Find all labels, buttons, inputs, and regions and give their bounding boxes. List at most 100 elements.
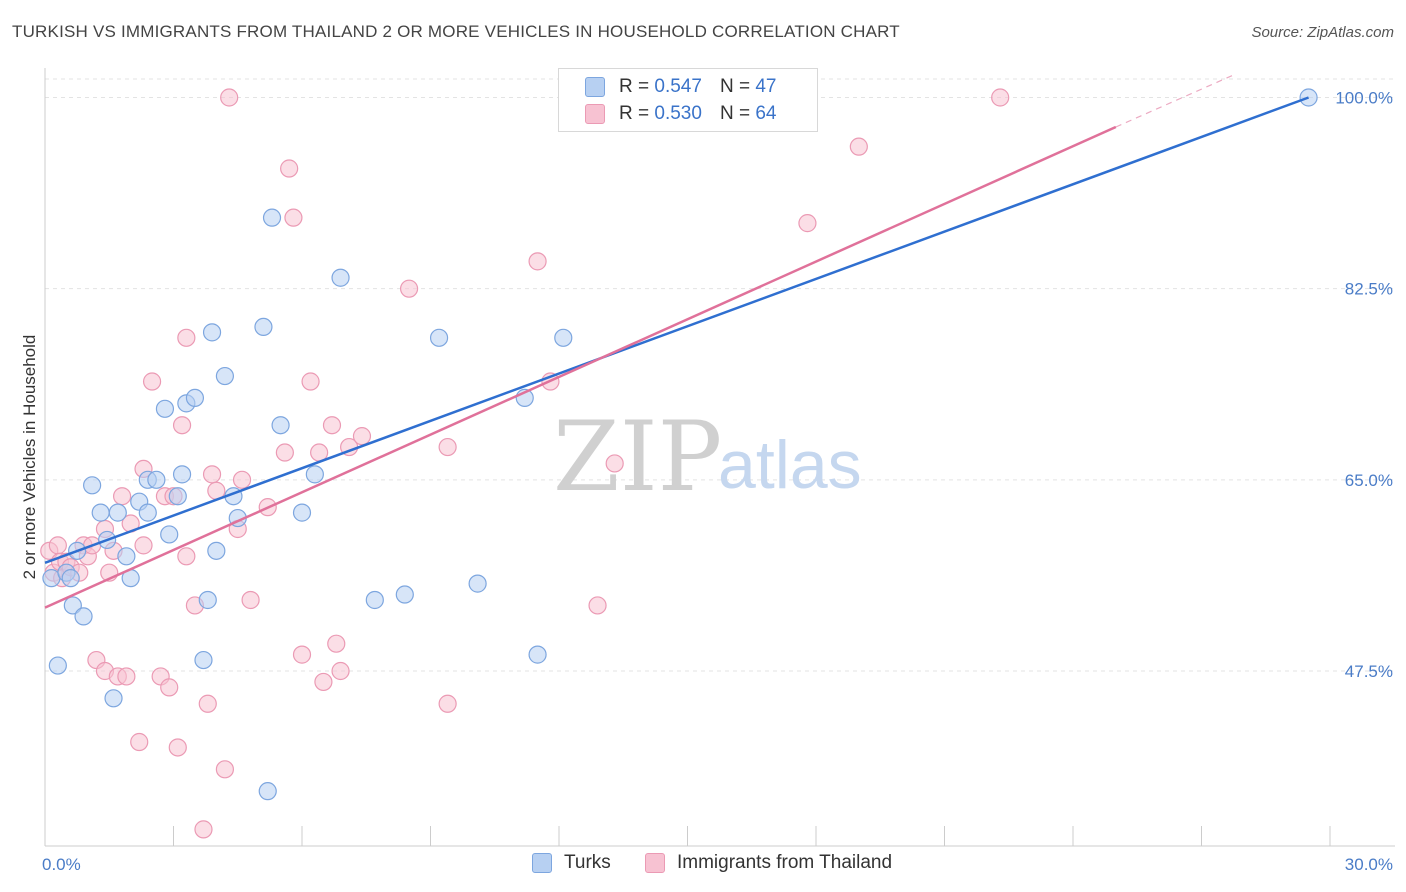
legend-n-label: N = bbox=[719, 103, 751, 124]
turks-point[interactable] bbox=[74, 607, 93, 626]
y-tick-labels: 47.5% 65.0% 82.5% 100.0% bbox=[1335, 89, 1393, 682]
x-tick-labels: 0.0% 30.0% bbox=[42, 855, 1393, 874]
thailand-point[interactable] bbox=[177, 547, 196, 566]
thailand-point[interactable] bbox=[322, 416, 342, 435]
legend-r-label: R = bbox=[619, 76, 650, 97]
thailand-point[interactable] bbox=[991, 88, 1010, 107]
turks-point[interactable] bbox=[395, 585, 414, 604]
turks-point[interactable] bbox=[147, 470, 166, 489]
thailand-point[interactable] bbox=[327, 634, 346, 653]
thailand-point[interactable] bbox=[275, 443, 294, 462]
turks-point[interactable] bbox=[61, 569, 80, 588]
turks-point[interactable] bbox=[554, 328, 573, 347]
legend-n-label: N = bbox=[719, 76, 751, 97]
series-turks-points bbox=[42, 88, 1318, 801]
turks-point[interactable] bbox=[262, 208, 282, 227]
legend-label-thailand: Immigrants from Thailand bbox=[677, 852, 893, 873]
turks-point[interactable] bbox=[104, 689, 123, 708]
y-tick-label: 100.0% bbox=[1335, 89, 1393, 108]
legend-swatch-turks bbox=[585, 77, 605, 97]
turks-point[interactable] bbox=[198, 590, 217, 610]
thailand-point[interactable] bbox=[352, 427, 372, 446]
thailand-point[interactable] bbox=[331, 661, 350, 681]
turks-point[interactable] bbox=[365, 590, 384, 610]
trend-lines bbox=[44, 75, 1310, 609]
series-legend: Turks Immigrants from Thailand bbox=[0, 852, 1406, 876]
turks-point[interactable] bbox=[108, 503, 127, 522]
turks-point[interactable] bbox=[215, 366, 234, 386]
thailand-point[interactable] bbox=[605, 454, 624, 473]
axes bbox=[44, 68, 1395, 847]
turks-point[interactable] bbox=[468, 574, 487, 593]
turks-point[interactable] bbox=[160, 525, 179, 544]
turks-point[interactable] bbox=[528, 645, 547, 664]
correlation-legend: R = 0.547 N = 47 R = 0.530 N = 64 bbox=[558, 68, 818, 132]
thailand-point[interactable] bbox=[280, 159, 299, 178]
turks-point[interactable] bbox=[331, 268, 350, 287]
thailand-point[interactable] bbox=[48, 536, 67, 555]
thailand-point[interactable] bbox=[112, 487, 132, 506]
turks-point[interactable] bbox=[168, 487, 187, 506]
thailand-point[interactable] bbox=[198, 694, 217, 713]
thailand-point[interactable] bbox=[528, 252, 547, 271]
legend-item-thailand[interactable]: Immigrants from Thailand bbox=[645, 852, 892, 874]
turks-point[interactable] bbox=[207, 541, 226, 560]
source-label: Source: ZipAtlas.com bbox=[1251, 24, 1394, 41]
legend-row-turks: R = 0.547 N = 47 bbox=[585, 75, 776, 99]
turks-point[interactable] bbox=[202, 323, 222, 342]
y-tick-label: 65.0% bbox=[1345, 471, 1393, 490]
thailand-point[interactable] bbox=[301, 372, 320, 391]
turks-point[interactable] bbox=[194, 650, 213, 670]
series-thailand-points bbox=[40, 88, 1010, 839]
watermark-zip: ZIP bbox=[553, 401, 722, 513]
y-tick-label: 47.5% bbox=[1345, 662, 1393, 681]
thailand-point[interactable] bbox=[168, 738, 187, 757]
thailand-point[interactable] bbox=[284, 208, 303, 227]
thailand-point[interactable] bbox=[220, 88, 239, 107]
thailand-point[interactable] bbox=[160, 678, 179, 697]
turks-point[interactable] bbox=[271, 416, 290, 435]
legend-item-turks[interactable]: Turks bbox=[532, 852, 611, 874]
thailand-point[interactable] bbox=[215, 760, 234, 779]
turks-point[interactable] bbox=[185, 388, 205, 408]
trend-line-thailand bbox=[44, 125, 1117, 609]
turks-point[interactable] bbox=[63, 596, 82, 615]
turks-point[interactable] bbox=[155, 399, 175, 418]
thailand-point[interactable] bbox=[172, 416, 192, 435]
thailand-point[interactable] bbox=[232, 470, 252, 489]
turks-point[interactable] bbox=[117, 547, 136, 566]
turks-point[interactable] bbox=[83, 476, 102, 495]
thailand-point[interactable] bbox=[130, 732, 149, 752]
turks-point[interactable] bbox=[138, 503, 157, 522]
turks-point[interactable] bbox=[172, 465, 192, 484]
turks-point[interactable] bbox=[254, 317, 273, 336]
turks-point[interactable] bbox=[429, 328, 449, 347]
turks-point[interactable] bbox=[292, 503, 312, 522]
thailand-point[interactable] bbox=[292, 645, 312, 664]
trend-line-thailand-extension bbox=[1115, 75, 1233, 128]
thailand-point[interactable] bbox=[314, 672, 333, 692]
legend-n-value-turks: 47 bbox=[755, 76, 777, 97]
thailand-point[interactable] bbox=[194, 820, 213, 839]
thailand-point[interactable] bbox=[399, 279, 419, 298]
thailand-point[interactable] bbox=[438, 694, 457, 713]
turks-point[interactable] bbox=[48, 656, 67, 675]
turks-point[interactable] bbox=[91, 503, 110, 522]
thailand-point[interactable] bbox=[177, 328, 196, 347]
legend-swatch-thailand bbox=[645, 853, 665, 873]
thailand-point[interactable] bbox=[117, 667, 136, 686]
thailand-point[interactable] bbox=[588, 596, 607, 615]
y-tick-label: 82.5% bbox=[1345, 280, 1393, 299]
thailand-point[interactable] bbox=[849, 137, 868, 156]
legend-swatch-thailand bbox=[585, 104, 605, 124]
thailand-point[interactable] bbox=[142, 372, 162, 391]
thailand-point[interactable] bbox=[438, 437, 457, 457]
thailand-point[interactable] bbox=[202, 465, 222, 484]
thailand-point[interactable] bbox=[241, 590, 260, 610]
legend-r-value-thailand: 0.530 bbox=[654, 103, 702, 124]
thailand-point[interactable] bbox=[134, 536, 153, 555]
thailand-point[interactable] bbox=[798, 214, 817, 233]
turks-point[interactable] bbox=[305, 465, 324, 484]
turks-point[interactable] bbox=[258, 782, 277, 801]
